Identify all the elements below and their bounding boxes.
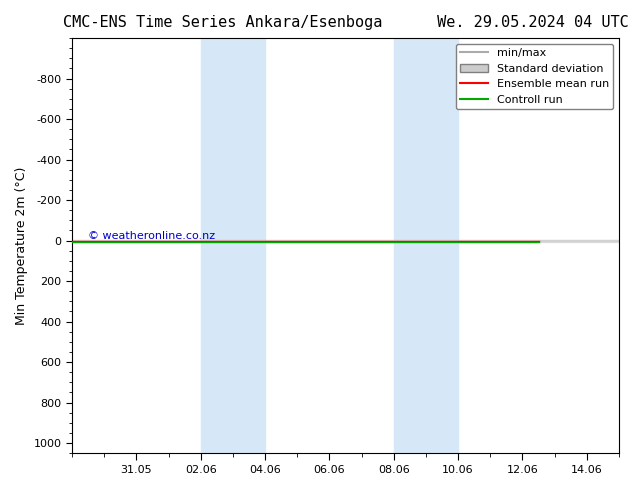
Text: © weatheronline.co.nz: © weatheronline.co.nz	[88, 231, 215, 241]
Y-axis label: Min Temperature 2m (°C): Min Temperature 2m (°C)	[15, 167, 28, 325]
Bar	[201, 38, 265, 453]
Bar	[394, 38, 458, 453]
Legend: min/max, Standard deviation, Ensemble mean run, Controll run: min/max, Standard deviation, Ensemble me…	[456, 44, 614, 109]
Title: CMC-ENS Time Series Ankara/Esenboga      We. 29.05.2024 04 UTC: CMC-ENS Time Series Ankara/Esenboga We. …	[63, 15, 628, 30]
